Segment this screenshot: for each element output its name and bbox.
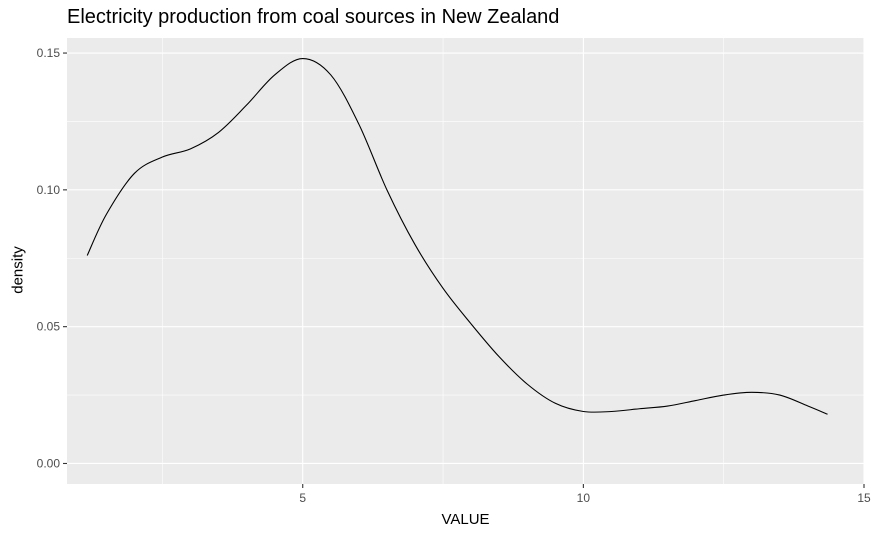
y-tick-label: 0.10 xyxy=(37,183,61,197)
y-tick-label: 0.05 xyxy=(37,320,61,334)
x-tick-label: 15 xyxy=(857,491,871,505)
y-tick-label: 0.00 xyxy=(37,456,61,470)
x-tick-label: 10 xyxy=(577,491,591,505)
y-tick-label: 0.15 xyxy=(37,46,61,60)
x-axis-title: VALUE xyxy=(441,511,490,528)
chart-title: Electricity production from coal sources… xyxy=(67,6,560,28)
plot-panel xyxy=(67,38,864,484)
density-line xyxy=(86,57,828,415)
x-tick-label: 5 xyxy=(299,491,306,505)
